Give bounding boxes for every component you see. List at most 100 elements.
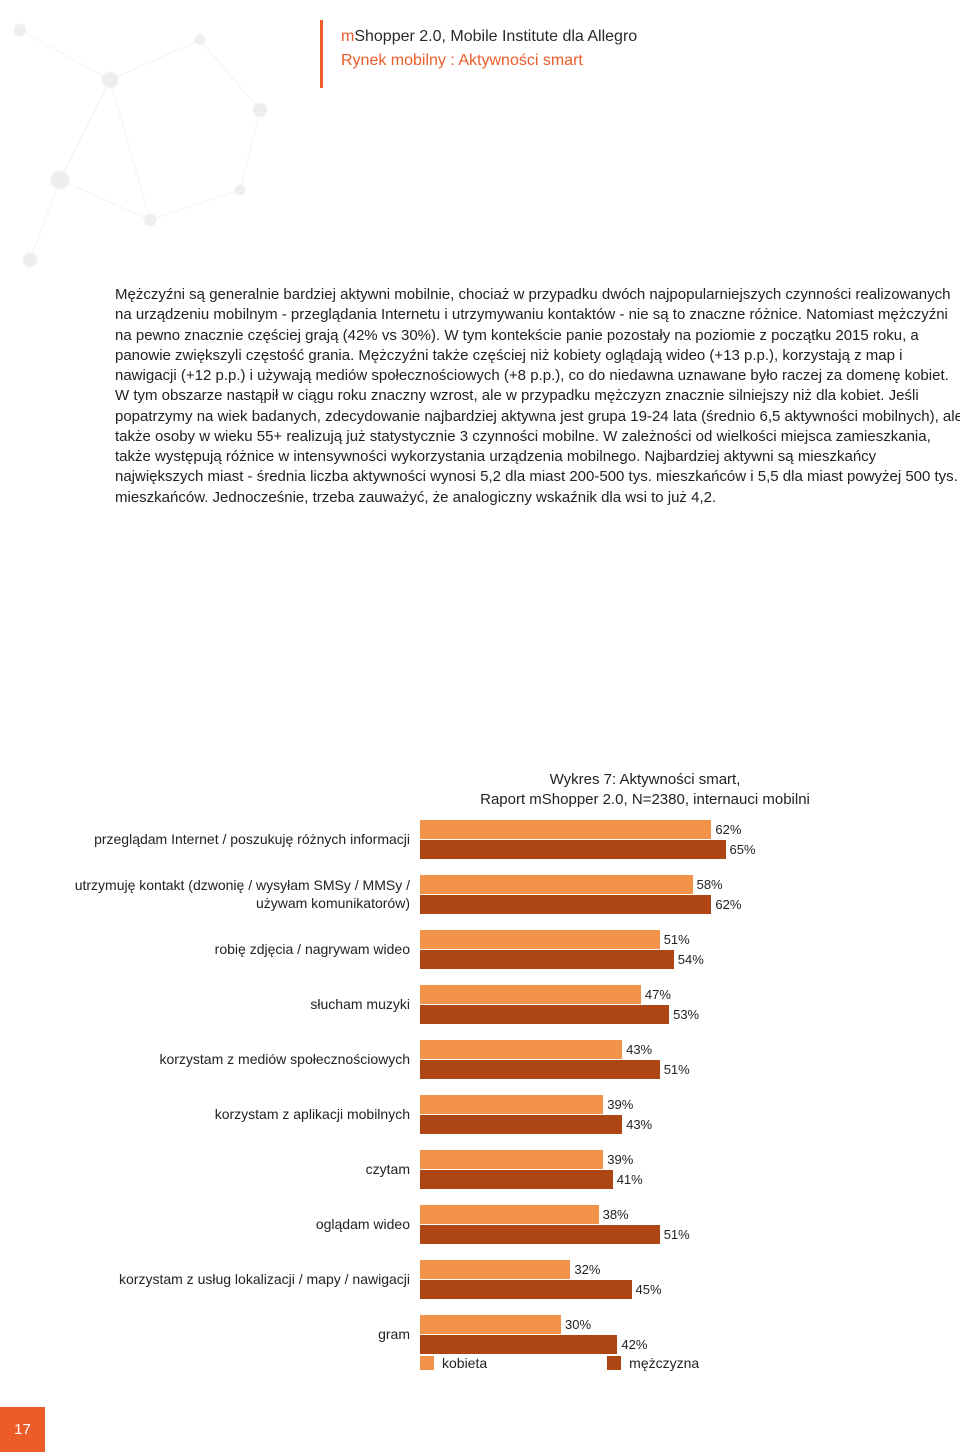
bar-line-female: 39% — [420, 1150, 930, 1169]
bar-line-female: 58% — [420, 875, 930, 894]
bar-line-female: 51% — [420, 930, 930, 949]
bar-line-female: 39% — [420, 1095, 930, 1114]
bar-female — [420, 1315, 561, 1334]
bar-line-female: 38% — [420, 1205, 930, 1224]
bar-line-male: 65% — [420, 840, 930, 859]
chart-row-bars: 43% 51% — [420, 1039, 930, 1080]
chart-title: Wykres 7: Aktywności smart, Raport mShop… — [360, 770, 930, 809]
bar-value-female: 32% — [574, 1262, 600, 1277]
bar-male — [420, 1335, 617, 1354]
chart-row-label: gram — [60, 1326, 420, 1344]
bar-female — [420, 1260, 570, 1279]
bar-value-female: 47% — [645, 987, 671, 1002]
bar-line-male: 45% — [420, 1280, 930, 1299]
bar-male — [420, 1005, 669, 1024]
page-number: 17 — [0, 1407, 45, 1452]
chart-row-label: korzystam z aplikacji mobilnych — [60, 1106, 420, 1124]
bar-line-male: 42% — [420, 1335, 930, 1354]
bar-line-male: 62% — [420, 895, 930, 914]
network-decoration — [0, 0, 320, 300]
bar-male — [420, 1170, 613, 1189]
bar-value-female: 43% — [626, 1042, 652, 1057]
chart-row: korzystam z usług lokalizacji / mapy / n… — [60, 1259, 930, 1300]
chart-row-bars: 39%43% — [420, 1094, 930, 1135]
chart-title-line1: Wykres 7: Aktywności smart, — [550, 771, 741, 788]
legend-male: mężczyzna — [607, 1355, 699, 1371]
bar-male — [420, 1280, 632, 1299]
bar-value-female: 39% — [607, 1097, 633, 1112]
chart-row-bars: 32% 45% — [420, 1259, 930, 1300]
bar-value-male: 54% — [678, 952, 704, 967]
chart-row-bars: 58%62% — [420, 874, 930, 915]
bar-line-male: 41% — [420, 1170, 930, 1189]
bar-line-female: 30% — [420, 1315, 930, 1334]
bar-male — [420, 1060, 660, 1079]
chart-row: oglądam wideo 38% 51% — [60, 1204, 930, 1245]
bar-line-male: 51% — [420, 1060, 930, 1079]
bar-female — [420, 1150, 603, 1169]
bar-line-male: 51% — [420, 1225, 930, 1244]
bar-value-female: 30% — [565, 1317, 591, 1332]
bar-male — [420, 895, 711, 914]
chart-row-bars: 51%54% — [420, 929, 930, 970]
activities-chart: Wykres 7: Aktywności smart, Raport mShop… — [60, 770, 930, 1369]
chart-row: czytam39%41% — [60, 1149, 930, 1190]
bar-value-female: 62% — [715, 822, 741, 837]
title-accent: m — [341, 28, 354, 45]
legend-swatch-male — [607, 1356, 621, 1370]
chart-row-bars: 39%41% — [420, 1149, 930, 1190]
chart-row-label: robię zdjęcia / nagrywam wideo — [60, 941, 420, 959]
bar-value-male: 43% — [626, 1117, 652, 1132]
bar-value-female: 51% — [664, 932, 690, 947]
bar-male — [420, 840, 726, 859]
bar-value-male: 42% — [621, 1337, 647, 1352]
chart-row-label: utrzymuję kontakt (dzwonię / wysyłam SMS… — [60, 877, 420, 912]
report-title: mShopper 2.0, Mobile Institute dla Alleg… — [341, 28, 637, 46]
chart-title-line2: Raport mShopper 2.0, N=2380, internauci … — [480, 791, 810, 808]
chart-row-label: korzystam z mediów społecznościowych — [60, 1051, 420, 1069]
bar-value-female: 58% — [697, 877, 723, 892]
legend-female: kobieta — [420, 1355, 487, 1371]
chart-row-bars: 30% 42% — [420, 1314, 930, 1355]
bar-female — [420, 930, 660, 949]
chart-row: utrzymuję kontakt (dzwonię / wysyłam SMS… — [60, 874, 930, 915]
chart-row: korzystam z aplikacji mobilnych39%43% — [60, 1094, 930, 1135]
bar-female — [420, 875, 693, 894]
bar-female — [420, 820, 711, 839]
bar-value-male: 62% — [715, 897, 741, 912]
chart-row: robię zdjęcia / nagrywam wideo51%54% — [60, 929, 930, 970]
section-subtitle: Rynek mobilny : Aktywności smart — [341, 52, 637, 70]
bar-female — [420, 1205, 599, 1224]
bar-value-male: 65% — [730, 842, 756, 857]
chart-row: słucham muzyki47%53% — [60, 984, 930, 1025]
chart-row-label: korzystam z usług lokalizacji / mapy / n… — [60, 1271, 420, 1289]
chart-row-bars: 47%53% — [420, 984, 930, 1025]
bar-value-male: 53% — [673, 1007, 699, 1022]
bar-value-male: 51% — [664, 1227, 690, 1242]
chart-row-label: przeglądam Internet / poszukuję różnych … — [60, 831, 420, 849]
bar-value-female: 39% — [607, 1152, 633, 1167]
bar-value-male: 45% — [636, 1282, 662, 1297]
chart-row-label: czytam — [60, 1161, 420, 1179]
bar-male — [420, 1225, 660, 1244]
page-header: mShopper 2.0, Mobile Institute dla Alleg… — [320, 20, 637, 88]
legend-label-female: kobieta — [442, 1355, 487, 1371]
bar-line-male: 54% — [420, 950, 930, 969]
chart-row-label: oglądam wideo — [60, 1216, 420, 1234]
bar-line-male: 43% — [420, 1115, 930, 1134]
chart-row-label: słucham muzyki — [60, 996, 420, 1014]
bar-value-female: 38% — [603, 1207, 629, 1222]
bar-line-female: 32% — [420, 1260, 930, 1279]
legend-label-male: mężczyzna — [629, 1355, 699, 1371]
bar-value-male: 41% — [617, 1172, 643, 1187]
bar-female — [420, 985, 641, 1004]
chart-row-bars: 62%65% — [420, 819, 930, 860]
chart-row: gram 30% 42% — [60, 1314, 930, 1355]
bar-male — [420, 950, 674, 969]
bar-line-male: 53% — [420, 1005, 930, 1024]
bar-value-male: 51% — [664, 1062, 690, 1077]
bar-female — [420, 1040, 622, 1059]
title-rest: Shopper 2.0, Mobile Institute dla Allegr… — [354, 28, 637, 45]
chart-legend: kobieta mężczyzna — [420, 1355, 699, 1371]
body-paragraph: Mężczyźni są generalnie bardziej aktywni… — [115, 285, 960, 508]
